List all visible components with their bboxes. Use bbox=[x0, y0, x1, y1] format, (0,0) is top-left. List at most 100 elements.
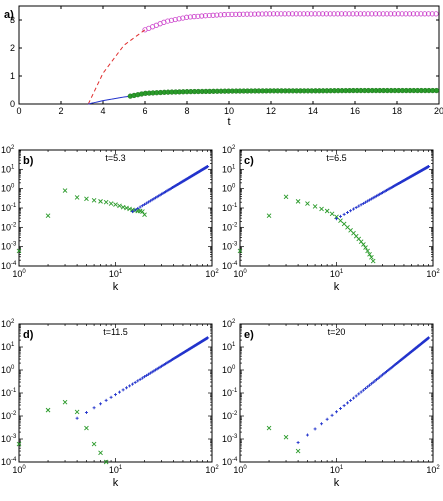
data-point-plus bbox=[92, 406, 96, 410]
data-point-plus bbox=[369, 197, 373, 201]
data-point-plus bbox=[351, 396, 355, 400]
y-tick-label: 10-3 bbox=[222, 242, 238, 252]
series-line-dashed bbox=[87, 29, 146, 105]
data-point-plus bbox=[357, 392, 361, 396]
y-tick-label: 10-4 bbox=[222, 261, 238, 271]
y-tick-label: 10-2 bbox=[222, 411, 238, 421]
x-tick-label: 8 bbox=[184, 106, 189, 116]
series-marker-circle bbox=[323, 11, 330, 17]
data-point-x bbox=[16, 248, 22, 254]
data-point-x bbox=[367, 252, 372, 257]
series-line bbox=[88, 95, 135, 105]
time-annotation: t=20 bbox=[328, 327, 346, 337]
x-tick-label: 100 bbox=[12, 465, 26, 475]
series-marker-circle bbox=[282, 11, 288, 17]
data-point-x bbox=[283, 194, 289, 200]
y-tick-label: 10-3 bbox=[1, 242, 17, 252]
panel-frame bbox=[18, 149, 213, 267]
x-axis-label: k bbox=[113, 281, 119, 293]
data-point-x bbox=[74, 195, 80, 200]
y-tick-label: 0 bbox=[10, 99, 15, 109]
y-tick-label: 10-3 bbox=[222, 434, 238, 444]
data-point-plus bbox=[104, 398, 108, 402]
x-tick-label: 10 bbox=[224, 106, 234, 116]
series-marker-circle bbox=[240, 11, 246, 17]
y-tick-label: 102 bbox=[1, 145, 15, 155]
marker-stroke bbox=[117, 203, 122, 209]
data-point-x bbox=[365, 248, 370, 254]
data-point-plus bbox=[148, 371, 152, 375]
data-point-plus bbox=[364, 200, 368, 204]
marker-stroke bbox=[348, 228, 353, 233]
data-point-plus bbox=[130, 210, 134, 214]
data-point-x bbox=[369, 255, 374, 260]
marker-stroke bbox=[363, 245, 368, 250]
data-point-x bbox=[319, 206, 324, 212]
y-tick-label: 101 bbox=[1, 164, 15, 174]
data-point-x bbox=[16, 441, 22, 447]
marker-stroke bbox=[74, 409, 80, 415]
data-point-plus bbox=[335, 217, 338, 221]
y-tick-label: 10-4 bbox=[1, 261, 17, 271]
y-tick-label: 10-1 bbox=[1, 203, 17, 213]
series-marker-circle bbox=[210, 12, 216, 18]
series-marker-circle bbox=[218, 12, 224, 18]
series-marker-circle bbox=[369, 11, 375, 17]
data-point-plus bbox=[357, 204, 361, 208]
data-point-plus bbox=[121, 388, 125, 392]
time-annotation: t=11.5 bbox=[103, 327, 128, 337]
data-point-x bbox=[370, 258, 376, 264]
series-marker-circle bbox=[221, 12, 227, 18]
data-point-x bbox=[108, 201, 114, 206]
marker-stroke bbox=[365, 248, 370, 254]
data-point-plus bbox=[152, 369, 156, 373]
data-point-x bbox=[266, 213, 272, 219]
y-tick-label: 102 bbox=[222, 145, 236, 155]
data-point-plus bbox=[373, 195, 377, 199]
data-point-x bbox=[91, 197, 97, 203]
series-marker-circle bbox=[233, 11, 239, 17]
marker-stroke bbox=[84, 425, 89, 431]
data-point-x bbox=[84, 196, 89, 202]
y-tick-label: 101 bbox=[222, 342, 236, 352]
marker-stroke bbox=[369, 255, 374, 260]
series-marker-circle bbox=[236, 11, 243, 17]
data-point-plus bbox=[109, 395, 113, 399]
data-point-plus bbox=[371, 380, 375, 384]
data-point-plus bbox=[114, 393, 117, 397]
data-point-x bbox=[361, 242, 366, 247]
data-point-plus bbox=[359, 390, 363, 394]
series-marker-circle bbox=[183, 14, 190, 20]
series-marker-circle bbox=[391, 11, 398, 17]
y-tick-label: 100 bbox=[222, 365, 236, 375]
series-marker-circle bbox=[388, 11, 394, 17]
marker-stroke bbox=[295, 199, 301, 204]
data-point-x bbox=[341, 221, 347, 227]
marker-stroke bbox=[283, 194, 289, 200]
data-point-x bbox=[363, 245, 368, 250]
data-point-x bbox=[338, 218, 343, 224]
series-marker-circle bbox=[425, 11, 432, 17]
marker-stroke bbox=[353, 233, 359, 239]
marker-stroke bbox=[16, 441, 22, 447]
data-point-plus bbox=[354, 394, 358, 398]
marker-stroke bbox=[108, 201, 114, 206]
x-tick-label: 101 bbox=[330, 269, 344, 279]
data-point-plus bbox=[133, 380, 137, 384]
series-marker-circle bbox=[180, 15, 186, 21]
series-marker-circle bbox=[376, 11, 382, 17]
x-tick-label: 101 bbox=[109, 465, 123, 475]
data-point-plus bbox=[206, 165, 210, 169]
marker-stroke bbox=[91, 197, 97, 203]
series-marker-circle bbox=[308, 11, 314, 17]
series-marker-circle bbox=[252, 11, 258, 17]
series-marker-circle bbox=[263, 11, 269, 17]
panel-label: b) bbox=[23, 155, 34, 167]
y-tick-label: 10-2 bbox=[222, 222, 238, 232]
series-marker-circle bbox=[418, 11, 424, 17]
data-point-plus bbox=[133, 208, 137, 212]
data-point-plus bbox=[296, 441, 300, 445]
data-point-plus bbox=[427, 336, 431, 340]
y-tick-label: 102 bbox=[1, 319, 15, 329]
data-point-plus bbox=[154, 196, 158, 200]
